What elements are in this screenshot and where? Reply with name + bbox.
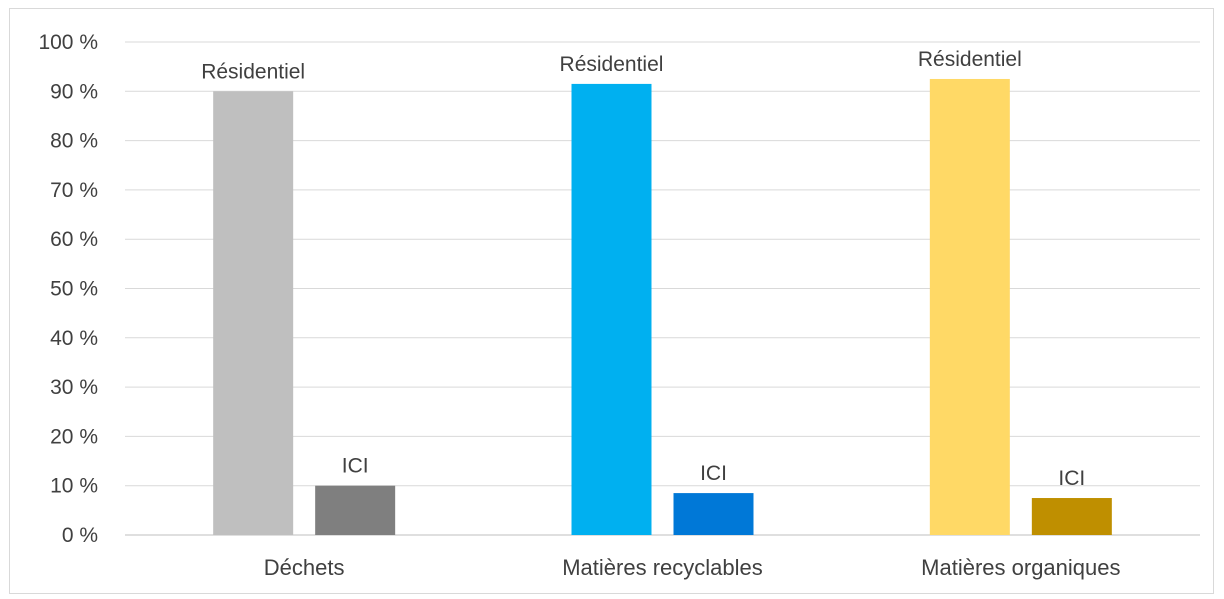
y-axis-ticks: 0 % 10 % 20 % 30 % 40 % 50 % 60 % 70 % 80 % 90 % 1… [38,31,98,547]
y-tick-label: 80 % [50,130,98,153]
bar [315,485,396,535]
y-tick-label: 10 % [50,475,98,498]
gridlines [125,41,1200,536]
data-label: Résidentiel [918,48,1022,71]
x-category-label: Matières organiques [921,555,1120,580]
y-tick-label: 100 % [38,31,98,54]
bar [929,78,1010,535]
bar [673,493,754,535]
y-tick-label: 70 % [50,179,98,202]
data-label: ICI [700,462,727,485]
data-label: ICI [1058,467,1085,490]
y-tick-label: 30 % [50,376,98,399]
y-tick-label: 90 % [50,80,98,103]
y-tick-label: 50 % [50,278,98,301]
y-tick-label: 60 % [50,228,98,251]
data-label: ICI [342,455,369,478]
y-tick-label: 40 % [50,327,98,350]
bar-labels: Résidentiel ICI Résidentiel ICI Résidentiel I… [201,48,1085,490]
data-label: Résidentiel [560,53,664,76]
x-category-label: Déchets [264,555,345,580]
bar [571,83,652,535]
bar [213,91,294,536]
y-tick-label: 0 % [62,524,98,547]
bars [213,78,1112,536]
x-category-label: Matières recyclables [562,555,763,580]
bar [1031,498,1112,535]
x-axis-categories: Déchets Matières recyclables Matières orga… [264,555,1121,580]
y-tick-label: 20 % [50,425,98,448]
data-label: Résidentiel [201,60,305,83]
